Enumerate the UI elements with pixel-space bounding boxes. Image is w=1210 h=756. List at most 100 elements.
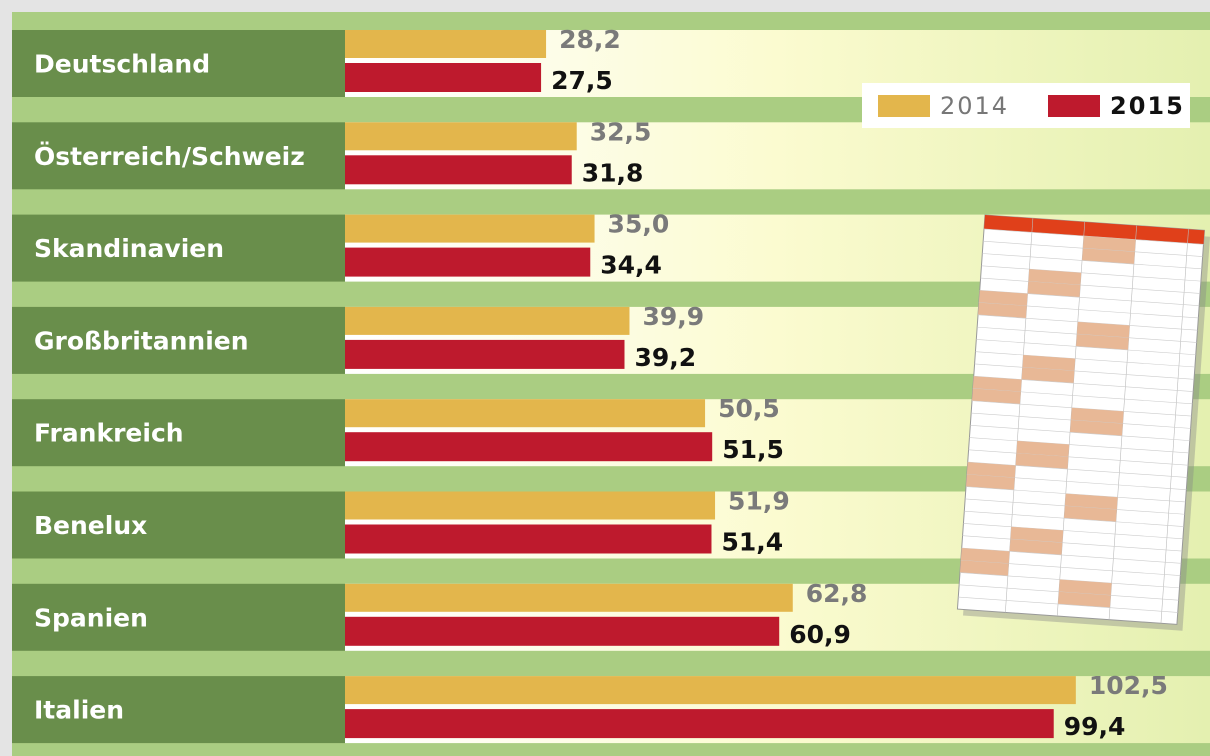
category-label: Skandinavien (34, 234, 224, 263)
category-box (12, 30, 345, 97)
calendar-weekend (1010, 526, 1064, 543)
bar (345, 306, 630, 335)
calendar-weekend (1082, 248, 1135, 265)
category-label: Großbritannien (34, 326, 249, 355)
category-label: Benelux (34, 511, 147, 540)
bar (345, 214, 595, 243)
calendar-weekend (1022, 355, 1076, 371)
bar (345, 432, 713, 462)
legend: 2014 2015 (862, 83, 1190, 128)
calendar-row (979, 290, 1200, 306)
calendar-weekend (1070, 419, 1123, 436)
legend-swatch (878, 95, 930, 117)
calendar-weekend (1021, 367, 1075, 384)
category-label: Italien (34, 696, 124, 725)
calendar-weekend (978, 302, 1027, 319)
category-box (12, 214, 345, 282)
calendar-weekend (1064, 505, 1117, 522)
calendar-weekend (972, 376, 1022, 392)
calendar-weekend (1064, 493, 1118, 510)
bar (345, 399, 706, 428)
value-label: 31,8 (582, 158, 644, 187)
calendar-row (978, 302, 1199, 319)
value-label: 51,5 (722, 435, 784, 464)
calendar-row (971, 412, 1191, 429)
bar (345, 339, 625, 369)
calendar-weekend (978, 290, 1028, 306)
legend-label: 2014 (940, 92, 1009, 120)
value-label: 51,4 (721, 528, 783, 557)
calendar-weekend (1009, 539, 1063, 555)
calendar-weekend (966, 462, 1016, 478)
category-box (12, 306, 345, 374)
calendar-row (975, 351, 1195, 368)
calendar-weekend (966, 474, 1015, 490)
value-label: 35,0 (608, 210, 670, 239)
bar (345, 122, 577, 151)
value-label: 28,2 (559, 25, 621, 54)
calendar-weekend (972, 388, 1021, 405)
value-label: 39,2 (634, 343, 696, 372)
calendar-weekend (1027, 281, 1081, 298)
calendar-weekend (1082, 235, 1136, 252)
calendar-weekend (1016, 440, 1070, 457)
category-box (12, 122, 345, 190)
calendar-weekend (1076, 321, 1130, 338)
calendar-row (964, 510, 1184, 527)
legend-swatch (1048, 95, 1100, 117)
bar (345, 709, 1054, 739)
value-label: 51,9 (728, 487, 790, 516)
rows: Deutschland 28,2 27,5 Österreich/Schweiz 32,… (12, 25, 1210, 744)
bar (345, 30, 547, 58)
bar (345, 155, 572, 185)
category-label: Deutschland (34, 50, 210, 79)
value-label: 32,5 (590, 117, 652, 146)
calendar-row (959, 572, 1180, 589)
calendar-row (981, 265, 1201, 282)
calendar-row (980, 277, 1201, 294)
category-box (12, 676, 345, 744)
calendar-weekend (1076, 334, 1129, 350)
calendar-row (958, 596, 1178, 613)
category-box (12, 583, 345, 651)
value-label: 34,4 (600, 251, 662, 280)
calendar-weekend (1028, 269, 1082, 286)
bar (345, 491, 716, 520)
calendar-row (974, 363, 1195, 380)
calendar-weekend (959, 560, 1009, 576)
calendar-row (968, 449, 1189, 466)
value-label: 102,5 (1089, 671, 1168, 700)
calendar-picture (956, 214, 1210, 631)
calendar-weekend (1058, 591, 1111, 608)
category-label: Frankreich (34, 419, 184, 448)
calendar-weekend (1015, 453, 1069, 470)
category-box (12, 491, 345, 559)
calendar-row (982, 253, 1202, 270)
value-label: 27,5 (551, 66, 613, 95)
value-label: 39,9 (642, 302, 704, 331)
value-label: 50,5 (718, 394, 780, 423)
bar (345, 63, 542, 92)
category-label: Österreich/Schweiz (34, 141, 305, 171)
calendar-weekend (1058, 579, 1112, 596)
category-label: Spanien (34, 603, 148, 632)
legend-label: 2015 (1110, 92, 1185, 120)
calendar-row (962, 535, 1183, 552)
calendar-row (976, 339, 1196, 356)
calendar-row (969, 437, 1189, 454)
calendar-weekend (960, 547, 1010, 564)
bar (345, 247, 591, 277)
calendar-row (970, 424, 1190, 441)
bar (345, 676, 1076, 705)
calendar-row (963, 523, 1183, 540)
calendar-weekend (1070, 407, 1124, 424)
value-label: 60,9 (789, 620, 851, 649)
bar (345, 524, 712, 554)
value-label: 62,8 (806, 579, 868, 608)
category-box (12, 399, 345, 467)
calendar-row (977, 314, 1198, 331)
bar (345, 616, 780, 646)
calendar-row (960, 559, 1181, 576)
bar (345, 583, 793, 612)
